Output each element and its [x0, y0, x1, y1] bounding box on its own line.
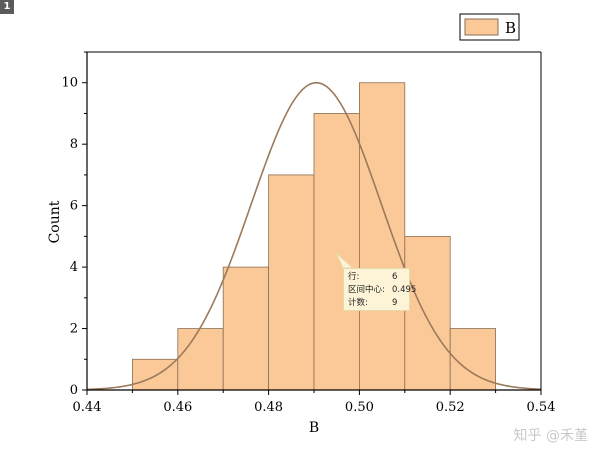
- x-tick-label: 0.44: [73, 400, 102, 415]
- histogram-bar-2: [177, 328, 224, 391]
- tooltip-value: 6: [392, 272, 398, 282]
- axis-ticks: 0.44 0.46 0.48 0.50 0.52 0.54 0 2 4 6 8 10: [61, 51, 556, 415]
- histogram-bar-7: [404, 235, 451, 391]
- y-tick-label: 8: [70, 137, 78, 152]
- x-tick-label: 0.52: [436, 400, 465, 415]
- legend-swatch: [464, 18, 499, 36]
- watermark-text: 知乎 @禾堇: [513, 428, 588, 444]
- x-tick-label: 0.54: [527, 400, 556, 415]
- x-tick-label: 0.50: [345, 400, 374, 415]
- histogram-bar-8: [449, 328, 497, 391]
- tooltip-label: 计数:: [348, 298, 368, 308]
- histogram-bars: [131, 82, 497, 391]
- histogram-bar-4: [268, 174, 315, 391]
- figure-number-badge: 1: [0, 0, 14, 14]
- y-tick-label: 6: [70, 199, 78, 214]
- tooltip-value: 9: [392, 298, 398, 308]
- histogram-bar-1: [131, 358, 179, 391]
- y-tick-label: 0: [70, 383, 78, 398]
- legend: B: [459, 13, 520, 41]
- legend-label: B: [505, 19, 516, 37]
- tooltip-row: 计数: 9: [348, 297, 405, 310]
- x-tick-label: 0.46: [163, 400, 192, 415]
- tooltip-row: 行: 6: [348, 271, 405, 284]
- tooltip-label: 区间中心:: [348, 285, 385, 295]
- histogram-bar-5: [313, 113, 360, 391]
- data-tooltip: 行: 6 区间中心: 0.495 计数: 9: [343, 268, 416, 311]
- x-axis-label: B: [309, 420, 319, 436]
- y-tick-label: 4: [70, 260, 78, 275]
- y-tick-label: 2: [70, 322, 78, 337]
- y-tick-label: 10: [61, 76, 78, 91]
- tooltip-value: 0.495: [392, 285, 417, 295]
- tooltip-label: 行:: [348, 272, 360, 282]
- y-axis-label: Count: [47, 200, 63, 243]
- normal-fit-curve: [86, 81, 542, 391]
- histogram-bar-6: [358, 82, 406, 391]
- tooltip-row: 区间中心: 0.495: [348, 284, 416, 297]
- histogram-bar-3: [222, 266, 269, 391]
- x-tick-label: 0.48: [254, 400, 283, 415]
